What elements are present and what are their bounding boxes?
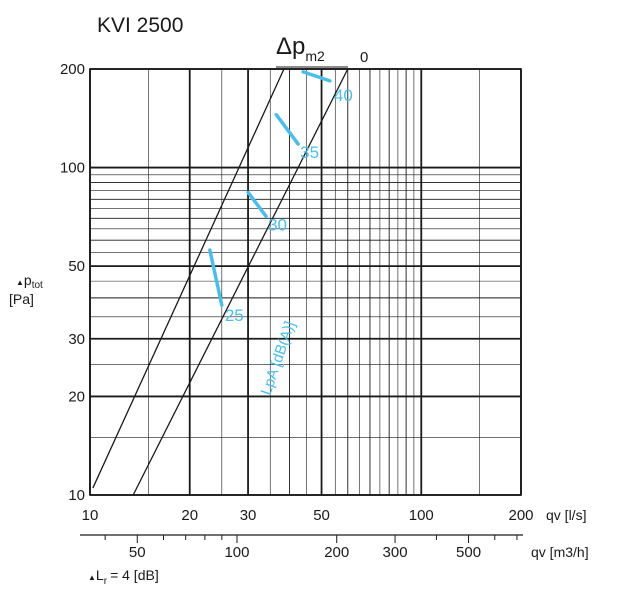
chart-grid [89, 68, 522, 496]
x2-axis-label: qv [m3/h] [531, 544, 589, 560]
y-axis-label: ▲ptot [16, 272, 43, 291]
system-curve-2 [132, 68, 349, 496]
y-axis-label-symbol: p [24, 272, 32, 288]
y-tick-label: 200 [60, 61, 85, 78]
plot-frame [89, 68, 522, 496]
x-tick-label: 200 [508, 507, 533, 524]
y-axis-unit: [Pa] [9, 291, 34, 307]
system-curve-1 [92, 68, 285, 489]
sound-segment-40 [301, 70, 332, 83]
dp-label: Δpm2 [276, 33, 325, 64]
secondary-x-axis: 50 100 200 300 500 [80, 534, 523, 561]
sound-level-lines: 25 30 35 40 LpA [dB(A)] [208, 70, 353, 397]
x2-tick-label: 50 [129, 544, 146, 561]
sound-label-40: 40 [334, 86, 353, 105]
y-tick-label: 10 [68, 487, 85, 504]
sound-label-35: 35 [300, 143, 319, 162]
footnote-symbol: L [96, 567, 104, 583]
y-tick-label: 100 [60, 160, 85, 177]
y-tick-label: 30 [68, 331, 85, 348]
chart-title: KVI 2500 [97, 14, 183, 37]
footnote-delta: ▲ [88, 573, 96, 582]
x-tick-label: 50 [313, 507, 330, 524]
x2-tick-label: 200 [324, 544, 349, 561]
sound-label-30: 30 [268, 215, 287, 234]
footnote-text: = 4 [dB] [110, 567, 159, 583]
footnote: ▲Lr = 4 [dB] [88, 567, 159, 587]
y-axis-ticks: 10 20 30 50 100 200 [60, 61, 85, 504]
sound-segment-35 [274, 112, 300, 146]
x2-tick-label: 500 [456, 544, 481, 561]
x2-tick-label: 100 [224, 544, 249, 561]
y-tick-label: 50 [68, 258, 85, 275]
x-axis-ticks: 10 20 30 50 100 200 [82, 507, 534, 524]
y-axis-label-delta: ▲ [16, 278, 24, 287]
sound-segment-25 [208, 248, 224, 307]
y-axis-label-sub: tot [32, 280, 43, 291]
sound-segment-30 [246, 190, 268, 219]
footnote-sub: r [104, 576, 108, 587]
system-curve-label: 0 [360, 49, 368, 66]
dp-label-symbol: Δp [276, 33, 305, 60]
x2-tick-label: 300 [383, 544, 408, 561]
x-tick-label: 30 [240, 507, 257, 524]
x-tick-label: 10 [82, 507, 99, 524]
x-tick-label: 20 [181, 507, 198, 524]
system-curves: 0 [92, 49, 368, 496]
y-tick-label: 20 [68, 388, 85, 405]
sound-series-label: LpA [dB(A)] [258, 319, 299, 397]
x-tick-label: 100 [409, 507, 434, 524]
dp-label-sub: m2 [305, 48, 325, 64]
x-axis-label: qv [l/s] [546, 507, 586, 523]
sound-label-25: 25 [225, 306, 244, 325]
